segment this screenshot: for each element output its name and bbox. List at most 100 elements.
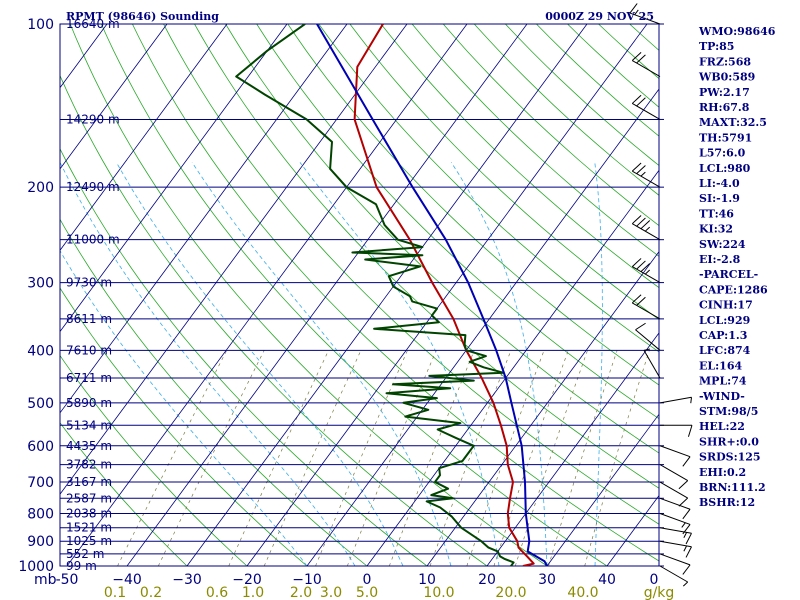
plot-border [59, 23, 660, 567]
index-entry: TH:5791 [699, 131, 752, 144]
indices-panel: WMO:98646 TP:85 FRZ:568 WB0:589 PW:2.17 RH:67… [698, 25, 776, 509]
wind-barb [629, 3, 661, 25]
dry-adiabat [225, 24, 659, 454]
dry-adiabat [60, 422, 188, 566]
wind-barb-flag [682, 524, 691, 535]
isotherm [306, 88, 659, 566]
index-entry: SI:-1.9 [699, 192, 740, 205]
mixing-ratio-line [157, 350, 265, 566]
dry-adiabat [60, 74, 488, 566]
wind-barb-flag [640, 263, 651, 272]
isotherm [60, 24, 228, 251]
isotherm [546, 413, 659, 566]
dry-adiabat [411, 24, 659, 257]
wind-barb-staff [643, 350, 661, 379]
plot-frame [59, 23, 664, 567]
isotherm [60, 24, 348, 414]
wind-barb-flag [631, 162, 642, 172]
wind-barb-flag [681, 522, 686, 528]
mixing-ratio-label: 3.0 [320, 585, 342, 600]
dry-adiabat [536, 24, 659, 137]
wind-barb-staff [659, 464, 688, 482]
wind-barb [643, 348, 661, 379]
wind-barb [660, 424, 693, 437]
temperature-tick-label: -50 [56, 572, 79, 588]
dry-adiabat [442, 24, 659, 227]
wind-barb [659, 445, 691, 467]
isotherm [66, 24, 468, 566]
isotherm [126, 24, 528, 566]
height-label: 4435 m [66, 439, 112, 453]
index-entry: HEL:22 [699, 420, 745, 433]
wind-barb-flag [635, 322, 646, 331]
wind-barb-flag [634, 9, 639, 16]
wind-barb-flag [683, 532, 688, 538]
height-label: 3782 m [66, 458, 112, 472]
dry-adiabat [60, 147, 428, 566]
height-label: 6711 m [66, 371, 112, 385]
index-entry: BRN:111.2 [699, 481, 766, 494]
wind-barb-staff [635, 329, 661, 351]
mixing-ratio-line [514, 350, 588, 566]
index-entry: LCL:929 [699, 314, 750, 327]
height-label: 1025 m [66, 534, 112, 548]
wind-barb-flag [629, 3, 638, 14]
temperature-tick-label: −10 [292, 572, 322, 588]
moist-adiabat [60, 249, 308, 566]
mixing-ratio-line [429, 350, 512, 566]
temperature-tick-label: 30 [538, 572, 556, 588]
dry-adiabat [60, 218, 368, 566]
index-entry: MPL:74 [699, 375, 747, 388]
wind-barb-flag [682, 581, 689, 587]
wind-barb-flag [640, 220, 651, 230]
wind-barb-staff [659, 497, 691, 510]
height-label: 1521 m [66, 521, 112, 535]
wind-barbs [629, 3, 693, 587]
moist-adiabat [191, 162, 452, 566]
wind-barb-flag [682, 456, 691, 467]
wind-barb-flag [631, 258, 642, 267]
pressure-tick-label: 700 [27, 475, 54, 491]
index-entry: EL:164 [699, 359, 742, 372]
wind-barb-flag [636, 260, 646, 270]
pressure-tick-label: 300 [27, 276, 54, 292]
moist-adiabat [60, 162, 356, 566]
parcel-profile [316, 24, 548, 566]
wind-barb-flag [636, 54, 646, 64]
index-entry: PW:2.17 [699, 86, 750, 99]
dry-adiabat [380, 24, 659, 289]
temperature-tick-label: −40 [112, 572, 142, 588]
index-entry: BSHR:12 [699, 496, 755, 509]
wind-barb-flag [683, 545, 688, 552]
index-entry: TT:46 [699, 207, 734, 220]
index-entry: FRZ:568 [699, 55, 751, 68]
dry-adiabat [60, 354, 248, 566]
temperature-profile [353, 24, 535, 566]
isotherm [246, 24, 648, 566]
index-entry: SW:224 [699, 238, 746, 251]
wind-barb [635, 322, 661, 351]
wind-barb-flag [690, 397, 693, 404]
wind-barb-staff [659, 565, 688, 583]
pressure-tick-label: 900 [27, 534, 54, 550]
wind-barb-flag [685, 546, 692, 558]
dry-adiabat [100, 24, 608, 566]
mixing-ratio-line [228, 350, 329, 566]
isotherm [486, 332, 659, 566]
wind-barb-flag [687, 425, 693, 437]
dry-adiabat [473, 24, 659, 196]
temperature-tick-label: 40 [598, 572, 616, 588]
pressure-tick-label: 500 [27, 396, 54, 412]
mixing-ratio-label: 10.0 [423, 585, 454, 600]
mixing-ratio-label: 1.0 [242, 585, 264, 600]
index-entry: KI:32 [699, 223, 733, 236]
temperature-tick-label: 0 [363, 572, 372, 588]
dry-adiabat [318, 24, 659, 353]
wind-barb [631, 294, 661, 320]
wind-barb-flag [678, 480, 689, 490]
moist-adiabat [594, 162, 603, 566]
mixing-ratio-label: 0.1 [104, 585, 126, 600]
height-label: 99 m [66, 559, 97, 573]
